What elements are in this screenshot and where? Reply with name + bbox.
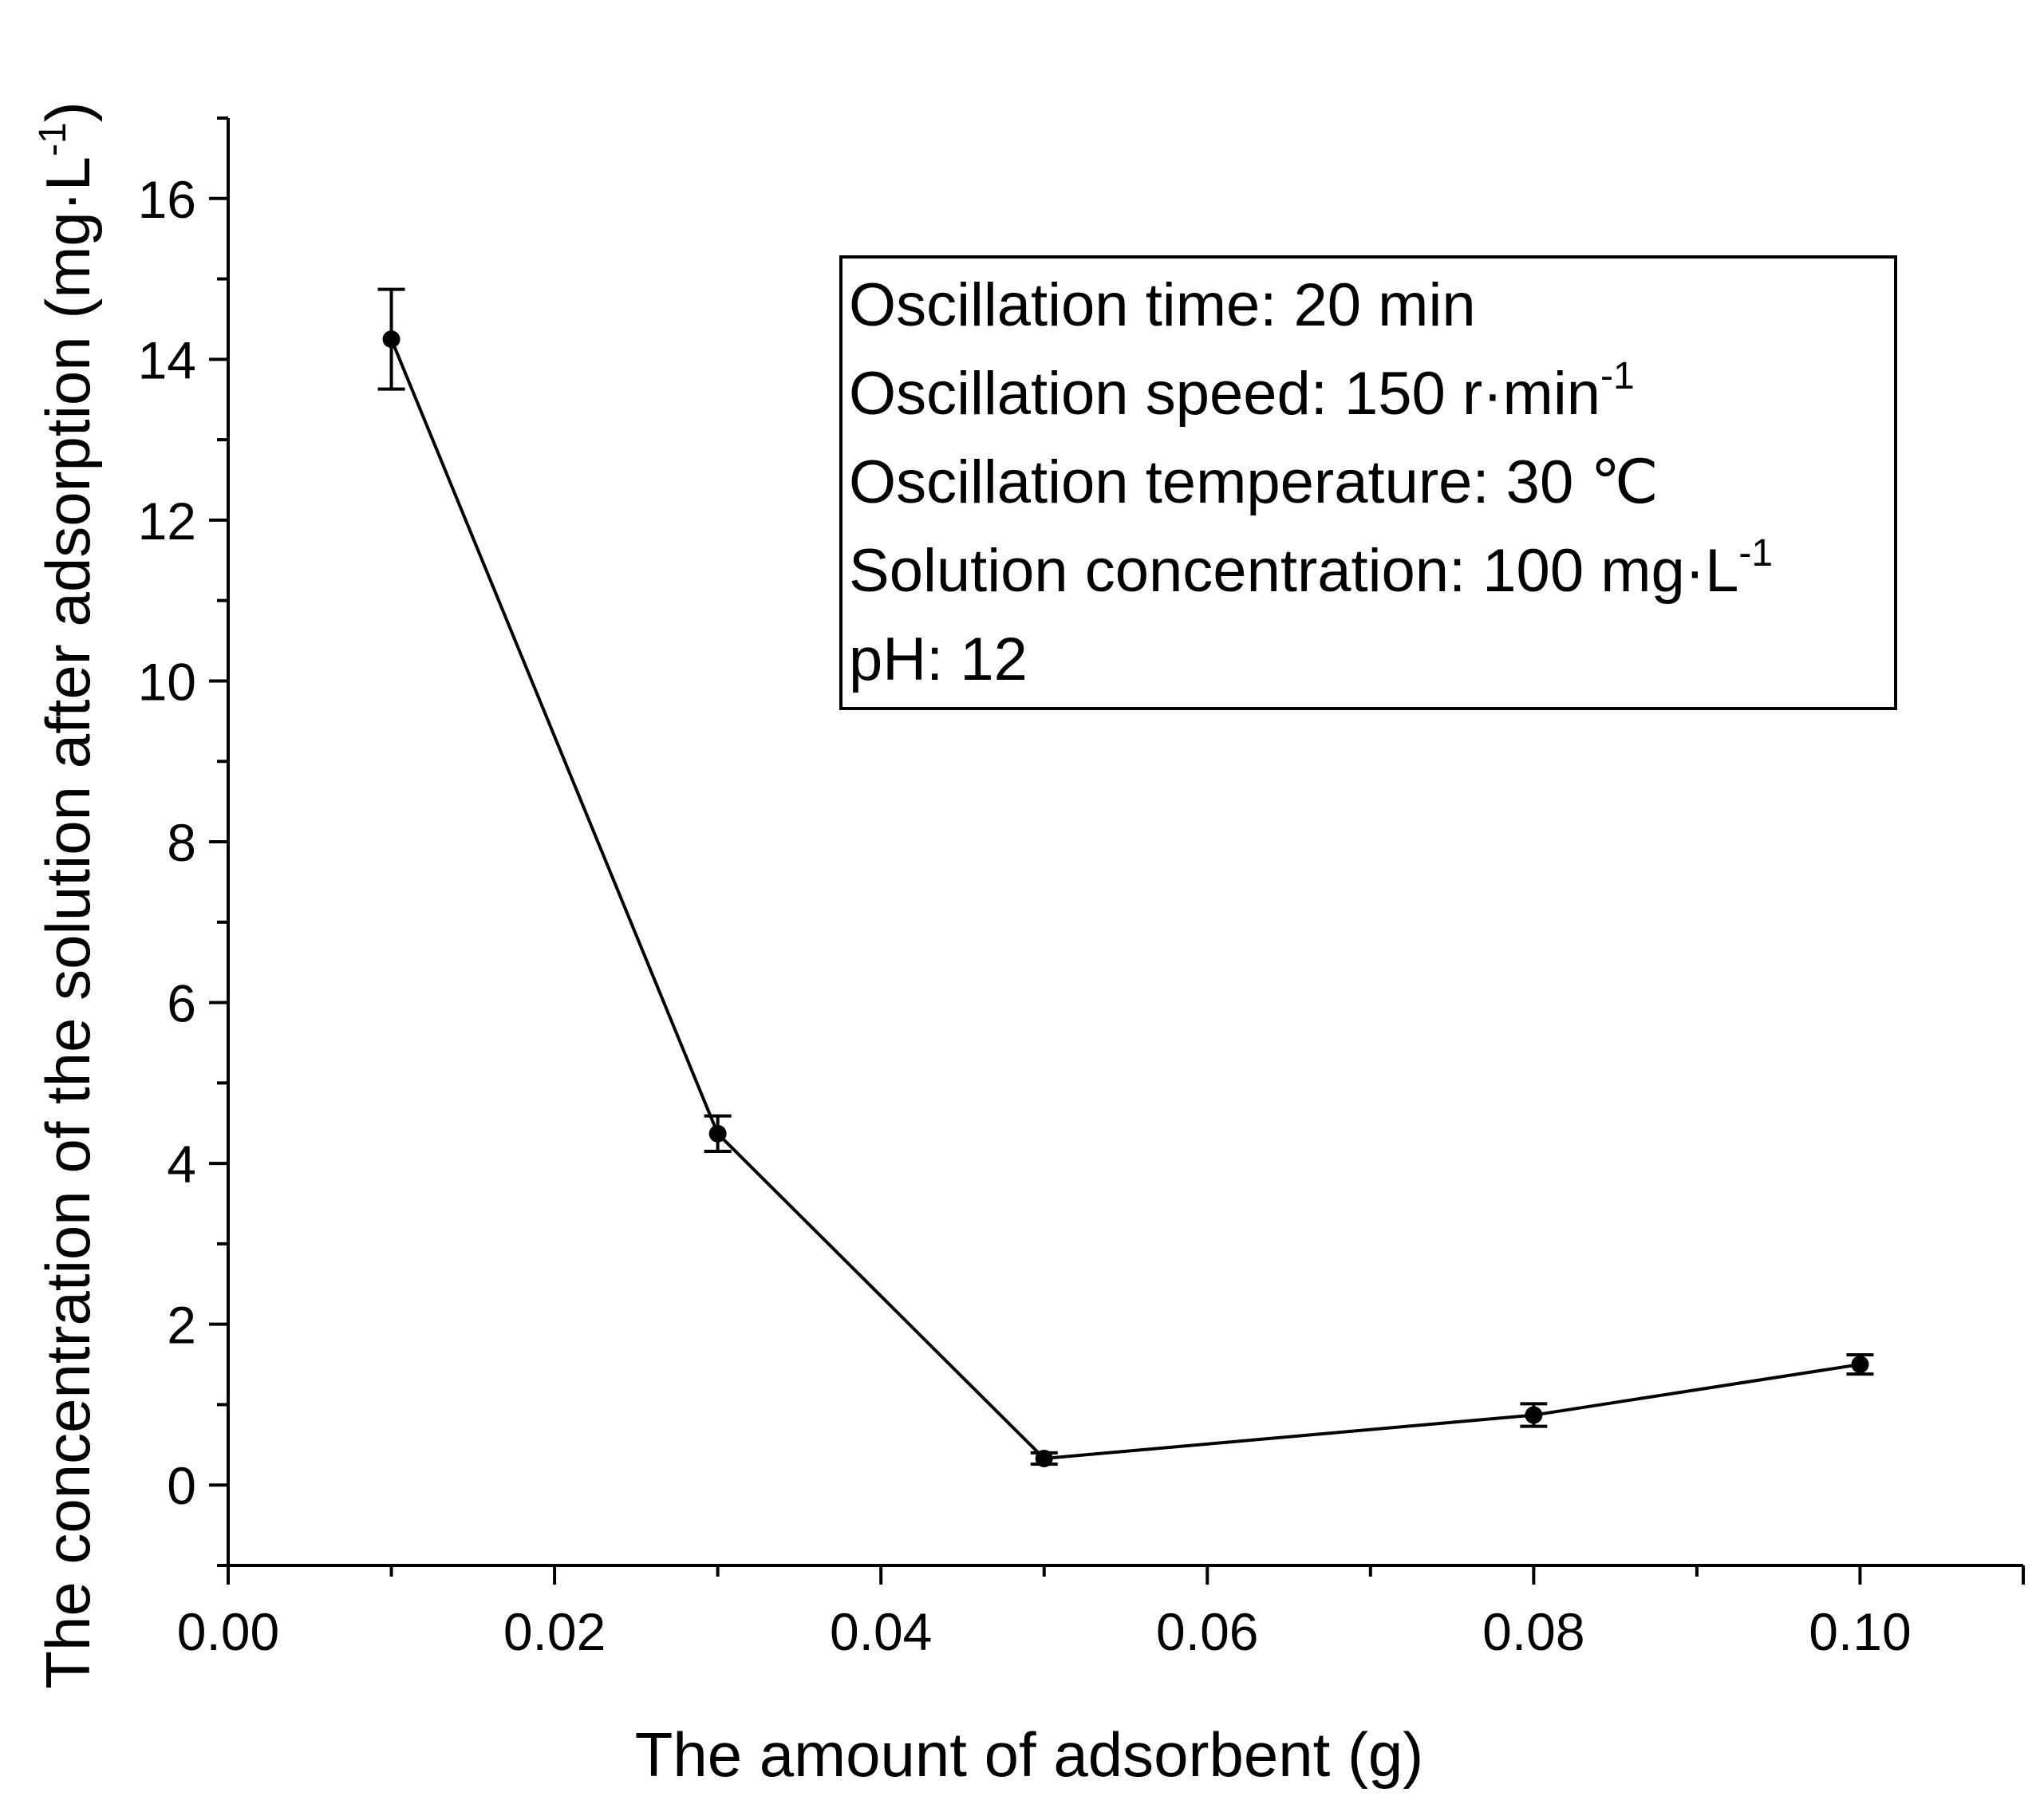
annotation-line: Solution concentration: 100 mg·L-1 <box>849 532 1773 605</box>
y-tick-label: 0 <box>167 1456 196 1515</box>
data-point <box>382 330 401 349</box>
series <box>377 287 1874 1467</box>
y-tick-label: 6 <box>167 974 196 1033</box>
y-tick-label: 12 <box>138 491 196 551</box>
x-tick-label: 0.00 <box>177 1602 279 1661</box>
x-tick-label: 0.08 <box>1482 1602 1584 1661</box>
y-axis-label: The concentration of the solution after … <box>32 101 103 1688</box>
annotation-line: Oscillation temperature: 30 ℃ <box>849 448 1659 516</box>
y-tick-label: 2 <box>167 1296 196 1355</box>
x-axis-label: The amount of adsorbent (g) <box>635 1719 1424 1790</box>
annotation-line: Oscillation time: 20 min <box>849 271 1476 339</box>
data-point <box>1851 1356 1869 1374</box>
annotation-line-superscript: -1 <box>1738 532 1773 574</box>
annotation-line-text: pH: 12 <box>849 626 1028 693</box>
ticks: 0.00 0.02 0.04 0.06 0.08 0.10 0 2 4 6 8 10 12 14 16 <box>138 116 2025 1661</box>
y-tick-label: 8 <box>167 813 196 872</box>
y-tick-label: 10 <box>138 652 196 711</box>
annotation-box: Oscillation time: 20 min Oscillation spee… <box>839 255 1897 710</box>
x-tick-label: 0.06 <box>1156 1602 1258 1661</box>
data-point <box>1525 1406 1543 1424</box>
annotation-line-text: Oscillation time: 20 min <box>849 271 1476 339</box>
data-point <box>708 1124 727 1143</box>
data-point <box>1035 1449 1053 1467</box>
annotation-line-text: Oscillation temperature: 30 ℃ <box>849 448 1659 516</box>
x-tick-label: 0.04 <box>830 1602 932 1661</box>
y-axis-label-superscript: -1 <box>32 122 74 156</box>
annotation-line-text: Oscillation speed: 150 r·min <box>849 360 1600 428</box>
y-tick-label: 14 <box>138 330 196 389</box>
annotation-line: Oscillation speed: 150 r·min-1 <box>849 355 1635 428</box>
annotation-border <box>839 255 1897 710</box>
x-tick-label: 0.10 <box>1809 1602 1911 1661</box>
annotation-line: pH: 12 <box>849 626 1028 693</box>
annotation-line-text: Solution concentration: 100 mg·L <box>849 537 1738 605</box>
y-tick-label: 16 <box>138 170 196 229</box>
y-axis-label-close: ) <box>33 101 103 122</box>
y-tick-label: 4 <box>167 1135 196 1194</box>
x-tick-label: 0.02 <box>503 1602 606 1661</box>
y-axis-label-main: The concentration of the solution after … <box>33 156 103 1689</box>
annotation-line-superscript: -1 <box>1600 355 1635 397</box>
